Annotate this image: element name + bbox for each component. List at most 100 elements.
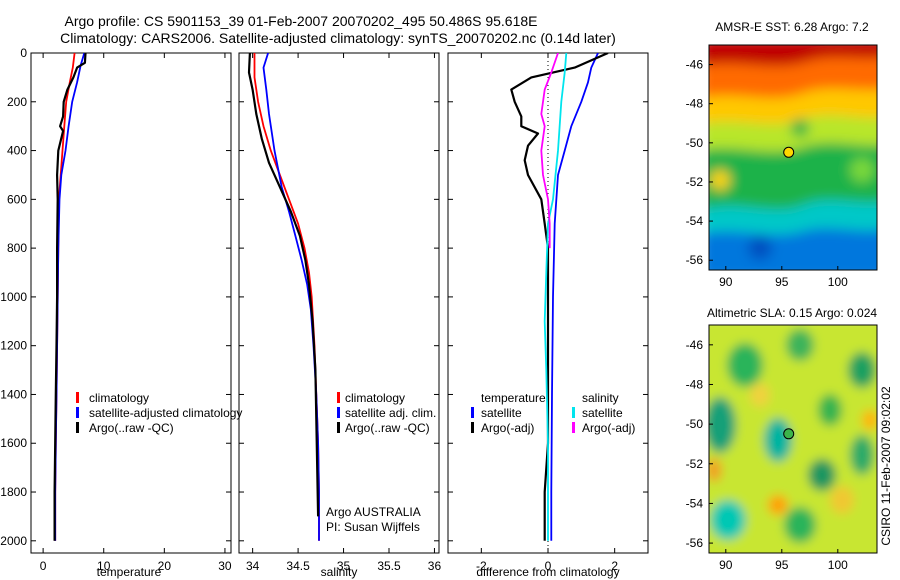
legend-salinity-title: salinity — [582, 391, 619, 405]
y-tick-label: 600 — [7, 192, 27, 206]
legend-swatch-satellite — [76, 407, 79, 418]
temperature-ticks: 0 10 20 30 0 200 400 600 800 1000 1200 1400 1600 1800… — [0, 46, 232, 573]
salinity-lines — [247, 53, 320, 541]
salinity-panel: 34 34.5 35 35.5 36 salinity climatology sate… — [238, 52, 442, 579]
salinity-ticks: 34 34.5 35 35.5 36 — [239, 52, 442, 573]
legend-swatch-t-argo — [471, 422, 474, 433]
x-tick-label: 35 — [337, 559, 351, 573]
sla-float-location-marker — [783, 428, 795, 440]
map-y-tick-label: -46 — [686, 58, 704, 72]
legend-swatch-argo — [76, 422, 79, 433]
map-y-tick-label: -48 — [686, 377, 704, 391]
map-x-tick-label: 90 — [719, 275, 733, 289]
legend-swatch-t-satellite — [471, 407, 474, 418]
x-tick-label: -2 — [476, 559, 487, 573]
y-tick-label: 1000 — [0, 290, 27, 304]
figure-title-line1: Argo profile: CS 5901153_39 01-Feb-2007 … — [64, 13, 537, 29]
sst-map-panel: AMSR-E SST: 6.28 Argo: 7.2 90 95 100 -46 -48… — [686, 20, 878, 289]
y-tick-label: 1600 — [0, 436, 27, 450]
legend-swatch-s-satellite — [572, 407, 575, 418]
y-tick-label: 400 — [7, 144, 27, 158]
float-program-label: Argo AUSTRALIA — [326, 505, 421, 519]
series-line-temperature-argo-adj — [510, 53, 609, 541]
salinity-axes-frame — [238, 52, 440, 554]
temperature-legend: climatology satellite-adjusted climatolo… — [76, 391, 242, 435]
series-line-argo-raw-qc — [247, 53, 320, 517]
legend-s-argo: Argo(-adj) — [582, 421, 635, 435]
temperature-lines — [53, 53, 87, 541]
legend-argo: Argo(..raw -QC) — [345, 421, 430, 435]
y-tick-label: 1800 — [0, 485, 27, 499]
legend-climatology: climatology — [345, 391, 405, 405]
legend-argo: Argo(..raw -QC) — [89, 421, 174, 435]
x-tick-label: 35.5 — [377, 559, 401, 573]
map-x-tick-label: 95 — [775, 275, 789, 289]
float-pi-label: PI: Susan Wijffels — [326, 520, 420, 534]
x-tick-label: 10 — [97, 559, 111, 573]
legend-satellite: satellite adj. clim. — [345, 406, 436, 420]
legend-s-satellite: satellite — [582, 406, 623, 420]
legend-temperature-title: temperature — [481, 391, 546, 405]
map-x-tick-label: 100 — [828, 558, 848, 572]
series-line-temperature-satellite — [550, 53, 599, 541]
map-y-tick-label: -50 — [686, 417, 704, 431]
legend-t-argo: Argo(-adj) — [481, 421, 534, 435]
map-y-tick-label: -46 — [686, 338, 704, 352]
x-tick-label: 30 — [218, 559, 232, 573]
difference-xlabel: difference from climatology — [476, 565, 619, 579]
sla-field — [709, 325, 877, 553]
csiro-timestamp: CSIRO 11-Feb-2007 09:02:02 — [879, 386, 893, 546]
figure-title-line2: Climatology: CARS2006. Satellite-adjuste… — [60, 30, 616, 46]
x-tick-label: 36 — [428, 559, 442, 573]
sla-map-ticks: 90 95 100 -46 -48 -50 -52 -54 -56 — [686, 338, 848, 572]
legend-t-satellite: satellite — [481, 406, 522, 420]
x-tick-label: 0 — [545, 559, 552, 573]
x-tick-label: 0 — [40, 559, 47, 573]
sst-map-title: AMSR-E SST: 6.28 Argo: 7.2 — [715, 20, 869, 34]
temperature-axes-frame — [30, 52, 232, 554]
map-y-tick-label: -48 — [686, 97, 704, 111]
sla-map-frame — [708, 324, 878, 554]
y-tick-label: 1400 — [0, 387, 27, 401]
temperature-panel: 0 10 20 30 0 200 400 600 800 1000 1200 1400 1600 1800… — [0, 46, 242, 579]
sst-map-ticks: 90 95 100 -46 -48 -50 -52 -54 -56 — [686, 58, 848, 289]
y-tick-label: 200 — [7, 95, 27, 109]
legend-swatch-argo — [337, 422, 340, 433]
legend-swatch-s-argo — [572, 422, 575, 433]
map-y-tick-label: -56 — [686, 253, 704, 267]
x-tick-label: 2 — [611, 559, 618, 573]
legend-satellite: satellite-adjusted climatology — [89, 406, 242, 420]
series-line-argo-raw-qc — [53, 53, 87, 541]
map-y-tick-label: -50 — [686, 136, 704, 150]
map-y-tick-label: -54 — [686, 214, 704, 228]
temperature-xlabel: temperature — [97, 565, 162, 579]
salinity-legend: climatology satellite adj. clim. Argo(..… — [337, 391, 436, 435]
sst-field — [709, 45, 877, 270]
y-tick-label: 2000 — [0, 534, 27, 548]
legend-swatch-satellite — [337, 407, 340, 418]
map-x-tick-label: 90 — [719, 558, 733, 572]
difference-lines — [510, 53, 609, 541]
difference-ticks: -2 0 2 — [448, 52, 648, 573]
y-tick-label: 1200 — [0, 339, 27, 353]
sst-float-location-marker — [783, 146, 795, 158]
sla-map-panel: Altimetric SLA: 0.15 Argo: 0.024 — [686, 306, 878, 572]
map-x-tick-label: 100 — [828, 275, 848, 289]
sst-map-frame — [708, 44, 878, 271]
legend-swatch-climatology — [76, 392, 79, 403]
y-tick-label: 0 — [20, 46, 27, 60]
legend-climatology: climatology — [89, 391, 149, 405]
map-y-tick-label: -54 — [686, 496, 704, 510]
series-line-salinity-satellite — [543, 53, 568, 541]
x-tick-label: 34.5 — [286, 559, 310, 573]
x-tick-label: 34 — [246, 559, 260, 573]
y-tick-label: 800 — [7, 241, 27, 255]
x-tick-label: 20 — [158, 559, 172, 573]
difference-legend: temperature satellite Argo(-adj) salinit… — [471, 391, 635, 435]
series-line-salinity-argo-adj — [540, 53, 559, 249]
difference-panel: -2 0 2 difference from climatology tempera… — [447, 52, 649, 579]
salinity-xlabel: salinity — [321, 565, 358, 579]
sla-map-title: Altimetric SLA: 0.15 Argo: 0.024 — [707, 306, 877, 320]
legend-swatch-climatology — [337, 392, 340, 403]
